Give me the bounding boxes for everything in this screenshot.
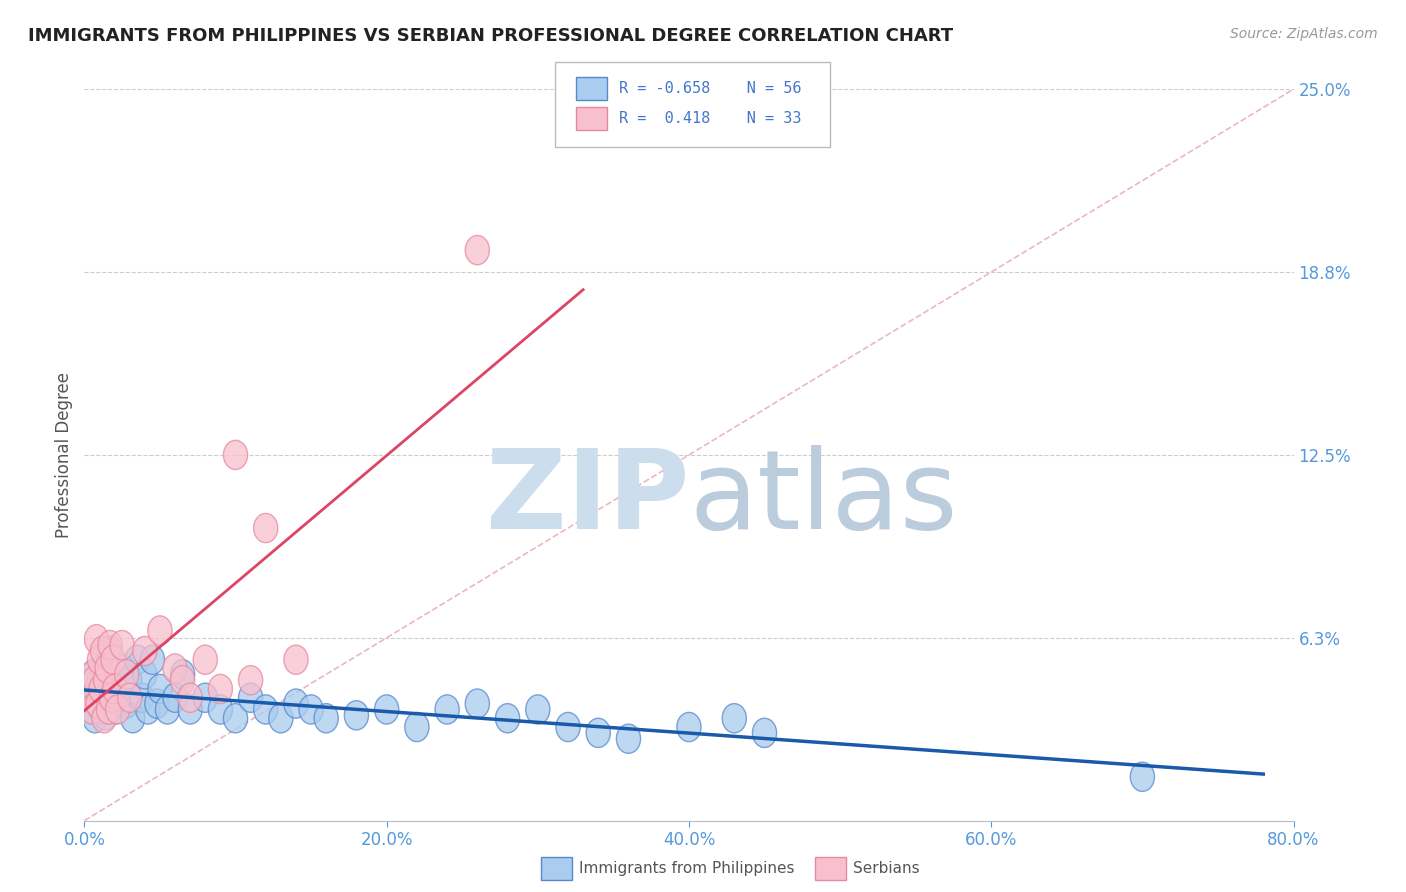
Ellipse shape — [105, 677, 129, 706]
Ellipse shape — [90, 654, 115, 683]
Ellipse shape — [344, 701, 368, 730]
Ellipse shape — [284, 689, 308, 718]
Ellipse shape — [115, 660, 139, 689]
Ellipse shape — [1130, 762, 1154, 791]
Ellipse shape — [156, 695, 180, 724]
Ellipse shape — [101, 672, 125, 701]
Ellipse shape — [170, 665, 194, 695]
Ellipse shape — [269, 704, 292, 733]
Ellipse shape — [132, 636, 157, 665]
Ellipse shape — [239, 665, 263, 695]
Ellipse shape — [163, 654, 187, 683]
Ellipse shape — [193, 683, 218, 713]
Ellipse shape — [723, 704, 747, 733]
Ellipse shape — [179, 695, 202, 724]
Ellipse shape — [82, 660, 105, 689]
Ellipse shape — [105, 695, 129, 724]
Ellipse shape — [148, 615, 172, 645]
Ellipse shape — [208, 674, 232, 704]
Ellipse shape — [80, 695, 104, 724]
Ellipse shape — [100, 689, 124, 718]
Ellipse shape — [84, 624, 108, 654]
Ellipse shape — [616, 724, 641, 754]
Ellipse shape — [224, 441, 247, 469]
Ellipse shape — [586, 718, 610, 747]
Ellipse shape — [103, 695, 127, 724]
Ellipse shape — [96, 660, 120, 689]
Ellipse shape — [129, 683, 153, 713]
Ellipse shape — [179, 683, 202, 713]
Ellipse shape — [97, 695, 121, 724]
Ellipse shape — [82, 660, 105, 689]
Ellipse shape — [170, 660, 194, 689]
Ellipse shape — [80, 695, 104, 724]
Ellipse shape — [526, 695, 550, 724]
Ellipse shape — [465, 689, 489, 718]
Ellipse shape — [465, 235, 489, 265]
Ellipse shape — [676, 713, 702, 741]
Ellipse shape — [495, 704, 520, 733]
Ellipse shape — [83, 704, 107, 733]
Text: R =  0.418    N = 33: R = 0.418 N = 33 — [619, 112, 801, 126]
Ellipse shape — [224, 704, 247, 733]
Ellipse shape — [118, 683, 142, 713]
Y-axis label: Professional Degree: Professional Degree — [55, 372, 73, 538]
Ellipse shape — [91, 704, 117, 733]
Ellipse shape — [118, 665, 142, 695]
Ellipse shape — [253, 514, 278, 542]
Ellipse shape — [125, 645, 149, 674]
Ellipse shape — [253, 695, 278, 724]
Ellipse shape — [148, 674, 172, 704]
Text: Immigrants from Philippines: Immigrants from Philippines — [579, 862, 794, 876]
Ellipse shape — [86, 689, 110, 718]
Ellipse shape — [89, 674, 112, 704]
Ellipse shape — [208, 695, 232, 724]
Text: Source: ZipAtlas.com: Source: ZipAtlas.com — [1230, 27, 1378, 41]
Ellipse shape — [141, 645, 165, 674]
Ellipse shape — [374, 695, 399, 724]
Ellipse shape — [115, 689, 139, 718]
Ellipse shape — [434, 695, 460, 724]
Ellipse shape — [103, 674, 127, 704]
Ellipse shape — [284, 645, 308, 674]
Text: Serbians: Serbians — [853, 862, 920, 876]
Ellipse shape — [110, 654, 134, 683]
Text: IMMIGRANTS FROM PHILIPPINES VS SERBIAN PROFESSIONAL DEGREE CORRELATION CHART: IMMIGRANTS FROM PHILIPPINES VS SERBIAN P… — [28, 27, 953, 45]
Ellipse shape — [91, 677, 117, 706]
Ellipse shape — [299, 695, 323, 724]
Ellipse shape — [96, 654, 120, 683]
Ellipse shape — [83, 665, 107, 695]
Ellipse shape — [77, 683, 101, 713]
Ellipse shape — [93, 665, 118, 695]
Ellipse shape — [145, 689, 169, 718]
Ellipse shape — [84, 674, 108, 704]
Ellipse shape — [98, 636, 122, 665]
Ellipse shape — [752, 718, 776, 747]
Ellipse shape — [86, 689, 110, 718]
Text: atlas: atlas — [689, 445, 957, 552]
Ellipse shape — [121, 704, 145, 733]
Ellipse shape — [87, 665, 111, 695]
Ellipse shape — [93, 701, 118, 730]
Ellipse shape — [97, 683, 121, 713]
Text: R = -0.658    N = 56: R = -0.658 N = 56 — [619, 81, 801, 95]
Ellipse shape — [98, 631, 122, 660]
Ellipse shape — [555, 713, 581, 741]
Ellipse shape — [136, 695, 160, 724]
Ellipse shape — [405, 713, 429, 741]
Ellipse shape — [100, 683, 124, 713]
Ellipse shape — [90, 636, 115, 665]
Ellipse shape — [132, 660, 157, 689]
Ellipse shape — [239, 683, 263, 713]
Ellipse shape — [87, 645, 111, 674]
Text: ZIP: ZIP — [485, 445, 689, 552]
Ellipse shape — [77, 683, 101, 713]
Ellipse shape — [314, 704, 339, 733]
Ellipse shape — [193, 645, 218, 674]
Ellipse shape — [110, 631, 134, 660]
Ellipse shape — [163, 683, 187, 713]
Ellipse shape — [89, 695, 112, 724]
Ellipse shape — [101, 645, 125, 674]
